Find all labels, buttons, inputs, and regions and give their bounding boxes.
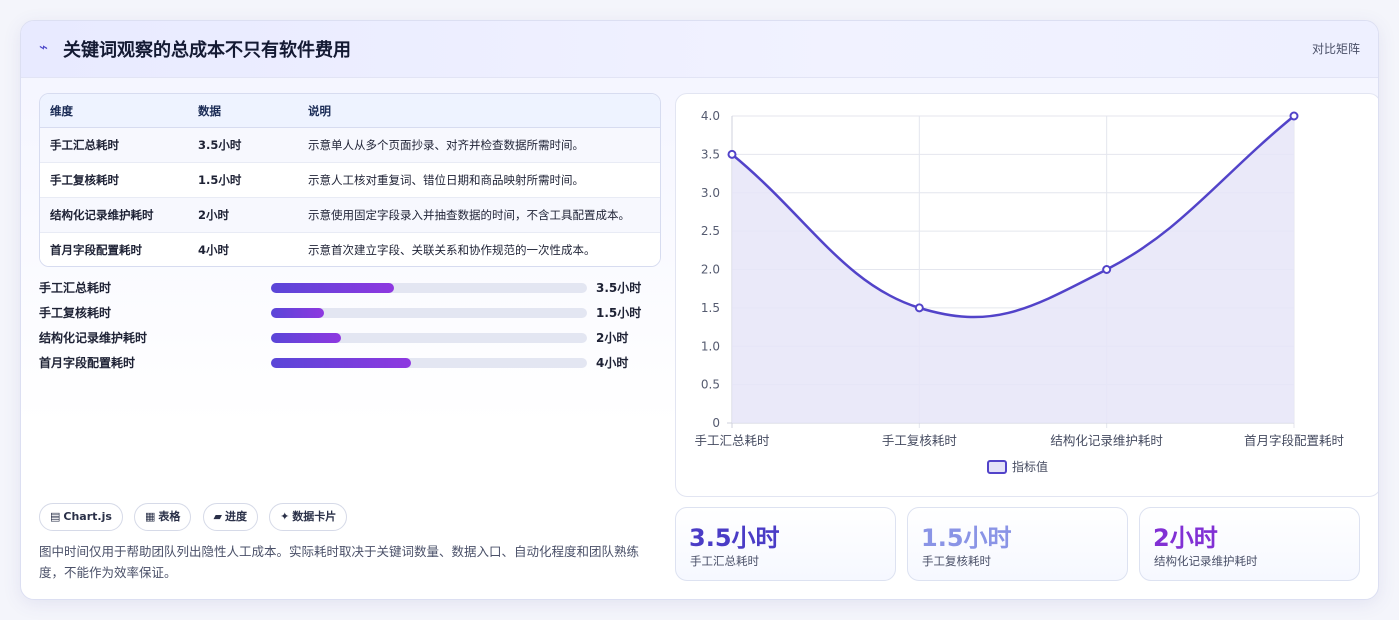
- trend-icon: ⌁: [39, 38, 49, 56]
- table-cell: 1.5小时: [188, 162, 298, 198]
- chip-label: 数据卡片: [292, 510, 337, 523]
- progress-track: [271, 333, 587, 343]
- progress-value: 1.5小时: [596, 306, 642, 320]
- progress-icon: ▰: [213, 510, 222, 523]
- table-cell: 3.5小时: [188, 127, 298, 163]
- y-tick-label: 0.5: [701, 378, 720, 392]
- stat-label: 结构化记录维护耗时: [1154, 554, 1258, 568]
- x-tick-label: 手工复核耗时: [882, 433, 958, 448]
- x-tick-label: 结构化记录维护耗时: [1050, 433, 1163, 448]
- progress-track: [271, 283, 587, 293]
- column-header: 说明: [298, 94, 660, 128]
- chip-chartjs[interactable]: ▤ Chart.js: [39, 503, 123, 531]
- legend-swatch: [987, 460, 1007, 474]
- series-area: [732, 116, 1294, 423]
- progress-track: [271, 358, 587, 368]
- chip-label: 表格: [158, 510, 181, 523]
- chip-progress[interactable]: ▰ 进度: [202, 503, 258, 531]
- table-cell: 手工复核耗时: [40, 162, 188, 198]
- card-icon: ✦: [280, 510, 290, 523]
- data-point: [1102, 265, 1112, 274]
- progress-value: 4小时: [596, 356, 629, 370]
- progress-fill: [271, 358, 412, 368]
- progress-fill: [271, 308, 324, 318]
- table-row: 手工汇总耗时 3.5小时 示意单人从多个页面抄录、对齐并检查数据所需时间。: [40, 127, 660, 163]
- progress-fill: [271, 333, 342, 343]
- chip-data-card[interactable]: ✦ 数据卡片: [269, 503, 348, 531]
- table-row: 手工复核耗时 1.5小时 示意人工核对重复词、错位日期和商品映射所需时间。: [40, 162, 660, 198]
- data-point: [914, 303, 924, 313]
- progress-value: 2小时: [596, 331, 629, 345]
- column-header: 数据: [188, 94, 298, 128]
- y-tick-label: 4.0: [701, 109, 720, 123]
- column-header: 维度: [40, 94, 188, 128]
- y-tick-label: 0: [712, 416, 720, 430]
- page-title: 关键词观察的总成本不只有软件费用: [63, 40, 351, 61]
- dashboard-card: ⌁ 关键词观察的总成本不只有软件费用 对比矩阵 维度 数据 说明 手工汇总耗时 …: [20, 20, 1379, 600]
- table-cell: 示意首次建立字段、关联关系和协作规范的一次性成本。: [298, 232, 660, 266]
- progress-row: 手工复核耗时 1.5小时: [39, 300, 659, 325]
- y-tick-label: 3.0: [701, 186, 720, 200]
- y-tick-label: 2.0: [701, 263, 720, 277]
- line-chart-panel: 0 0.5 1.0 1.5 2.0 2.5 3.0 3.5 4.0 手工汇总耗时 手工复核耗时 结构化…: [675, 93, 1378, 497]
- table-row: 首月字段配置耗时 4小时 示意首次建立字段、关联关系和协作规范的一次性成本。: [40, 232, 660, 266]
- chip-label: 进度: [224, 510, 247, 523]
- table-icon: ▦: [145, 510, 156, 523]
- y-tick-label: 2.5: [701, 224, 720, 238]
- progress-label: 结构化记录维护耗时: [39, 331, 148, 345]
- table-cell: 2小时: [188, 197, 298, 233]
- y-tick-label: 1.5: [701, 301, 720, 315]
- stat-value: 2小时: [1153, 524, 1218, 552]
- legend-label: 指标值: [1012, 459, 1048, 474]
- y-tick-label: 1.0: [701, 339, 720, 353]
- table-cell: 示意人工核对重复词、错位日期和商品映射所需时间。: [298, 162, 660, 198]
- data-table: 维度 数据 说明 手工汇总耗时 3.5小时 示意单人从多个页面抄录、对齐并检查数…: [39, 93, 661, 267]
- progress-row: 手工汇总耗时 3.5小时: [39, 275, 659, 300]
- table-cell: 首月字段配置耗时: [40, 232, 188, 266]
- stat-value: 1.5小时: [921, 524, 1012, 552]
- series-line: [731, 115, 1295, 319]
- chart-icon: ▤: [50, 510, 61, 523]
- table-cell: 结构化记录维护耗时: [40, 197, 188, 233]
- tag-chips: ▤ Chart.js ▦ 表格 ▰ 进度 ✦ 数据卡片: [39, 503, 353, 531]
- progress-track: [271, 308, 587, 318]
- line-chart: 0 0.5 1.0 1.5 2.0 2.5 3.0 3.5 4.0 手工汇总耗时 手工复核耗时 结构化…: [694, 109, 1345, 474]
- progress-row: 首月字段配置耗时 4小时: [39, 350, 659, 375]
- stat-value: 3.5小时: [689, 524, 780, 552]
- stat-card: 1.5小时 手工复核耗时: [907, 507, 1128, 581]
- progress-label: 手工汇总耗时: [39, 281, 112, 295]
- x-tick-label: 首月字段配置耗时: [1244, 433, 1345, 448]
- progress-label: 手工复核耗时: [39, 306, 112, 320]
- table-cell: 示意单人从多个页面抄录、对齐并检查数据所需时间。: [298, 127, 660, 163]
- table-cell: 示意使用固定字段录入并抽查数据的时间，不含工具配置成本。: [298, 197, 660, 233]
- chip-label: Chart.js: [63, 510, 112, 523]
- progress-fill: [271, 283, 394, 293]
- y-tick-label: 3.5: [701, 147, 720, 161]
- footnote: 图中时间仅用于帮助团队列出隐性人工成本。实际耗时取决于关键词数量、数据入口、自动…: [39, 544, 640, 580]
- data-point: [727, 149, 737, 159]
- stat-card: 3.5小时 手工汇总耗时: [675, 507, 896, 581]
- data-point: [1289, 111, 1299, 121]
- table-cell: 手工汇总耗时: [40, 127, 188, 163]
- stat-card: 2小时 结构化记录维护耗时: [1139, 507, 1360, 581]
- stat-label: 手工汇总耗时: [690, 554, 759, 568]
- progress-value: 3.5小时: [596, 281, 642, 295]
- stat-label: 手工复核耗时: [922, 554, 991, 568]
- table-row: 结构化记录维护耗时 2小时 示意使用固定字段录入并抽查数据的时间，不含工具配置成…: [40, 197, 660, 233]
- progress-row: 结构化记录维护耗时 2小时: [39, 325, 659, 350]
- progress-list: 手工汇总耗时 3.5小时 手工复核耗时 1.5小时 结构化记录维护耗时 2小时 …: [39, 275, 659, 375]
- compare-matrix-link[interactable]: 对比矩阵: [1311, 42, 1360, 56]
- progress-label: 首月字段配置耗时: [39, 356, 136, 370]
- x-tick-label: 手工汇总耗时: [694, 433, 770, 448]
- card-header: ⌁ 关键词观察的总成本不只有软件费用 对比矩阵: [21, 21, 1378, 78]
- table-header-row: 维度 数据 说明: [40, 94, 660, 128]
- table-cell: 4小时: [188, 232, 298, 266]
- chip-table[interactable]: ▦ 表格: [134, 503, 192, 531]
